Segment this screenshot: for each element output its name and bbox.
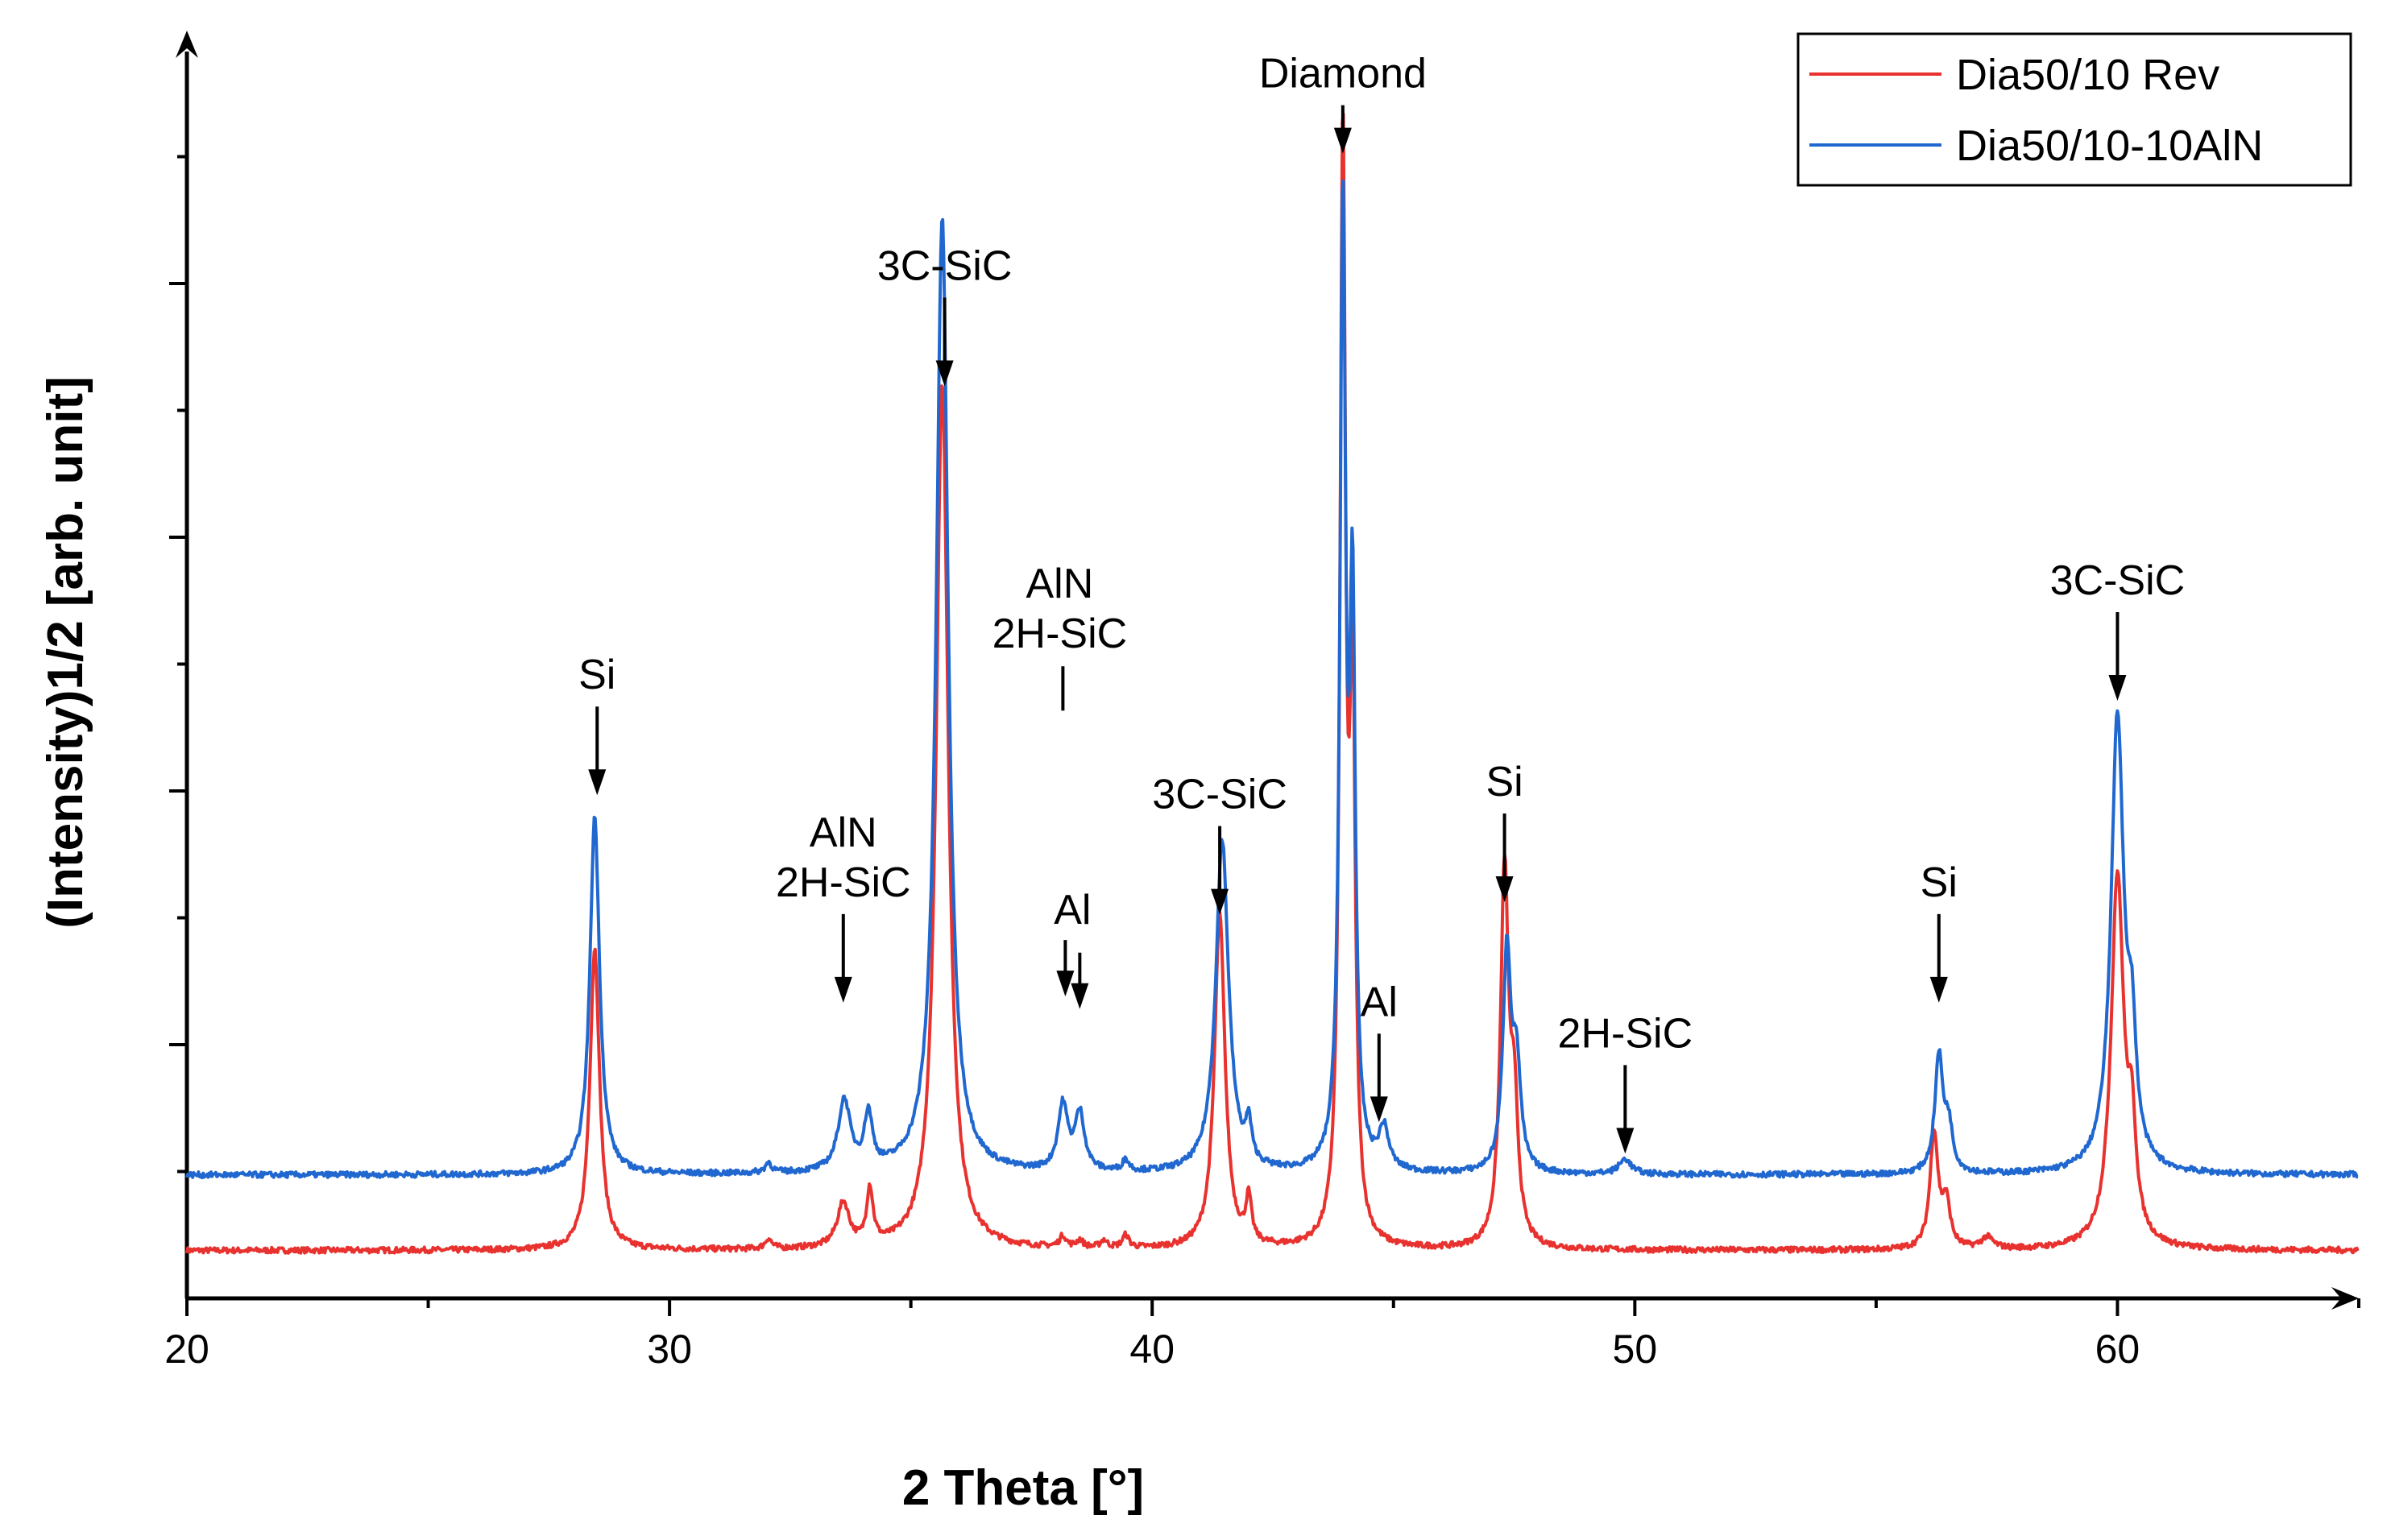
annotation-label: Si xyxy=(578,652,615,698)
y-axis-title: (Intensity)1/2 [arb. unit] xyxy=(38,376,93,928)
annotation-arrowhead xyxy=(1495,876,1514,902)
annotation-layer: SiAlN2H-SiC3C-SiCAlN2H-SiCAl3C-SiCDiamon… xyxy=(578,51,2185,1154)
annotation-label: 3C-SiC xyxy=(2050,557,2186,604)
x-tick-label: 20 xyxy=(164,1327,209,1372)
x-tick-label: 60 xyxy=(2095,1327,2140,1372)
annotation-arrowhead xyxy=(1370,1096,1388,1123)
annotation-label: Diamond xyxy=(1259,51,1427,97)
series-line-0 xyxy=(185,112,2360,1255)
x-tick-label: 40 xyxy=(1129,1327,1175,1372)
annotation-label: 2H-SiC xyxy=(1558,1010,1693,1057)
annotation-label: 2H-SiC xyxy=(992,611,1128,657)
annotation-arrowhead xyxy=(1333,127,1352,154)
x-axis-arrowhead xyxy=(2331,1287,2359,1310)
annotation-arrowhead xyxy=(1056,971,1075,997)
x-axis-title: 2 Theta [°] xyxy=(902,1460,1144,1516)
annotation-label: Si xyxy=(1921,859,1958,906)
legend-label: Dia50/10 Rev xyxy=(1956,51,2219,99)
annotation-arrowhead xyxy=(1071,983,1089,1009)
y-axis-arrowhead xyxy=(176,31,198,58)
annotation-arrowhead xyxy=(1616,1128,1635,1154)
annotation-label: Al xyxy=(1054,887,1091,934)
x-tick-label: 30 xyxy=(647,1327,692,1372)
axes: 20 30 40 50 60 xyxy=(164,31,2360,1372)
annotation-label: 3C-SiC xyxy=(1152,772,1287,818)
legend-label: Dia50/10-10AlN xyxy=(1956,122,2263,170)
series-layer xyxy=(185,112,2360,1255)
legend: Dia50/10 Rev Dia50/10-10AlN xyxy=(1796,32,2352,187)
annotation-arrowhead xyxy=(1929,976,1948,1003)
legend-box xyxy=(1796,32,2352,187)
annotation-label: Al xyxy=(1361,979,1398,1025)
annotation-arrowhead xyxy=(588,769,607,796)
annotation-label: Si xyxy=(1486,759,1523,805)
annotation-label: 3C-SiC xyxy=(877,243,1013,290)
annotation-arrowhead xyxy=(1211,888,1229,915)
annotation-arrowhead xyxy=(834,976,852,1003)
x-tick-label: 50 xyxy=(1613,1327,1658,1372)
annotation-label: AlN xyxy=(1026,561,1093,607)
annotation-label: 2H-SiC xyxy=(776,859,911,906)
annotation-label: AlN xyxy=(810,809,877,856)
annotation-arrowhead xyxy=(935,360,954,387)
series-line-1 xyxy=(185,179,2359,1180)
annotation-arrowhead xyxy=(2108,675,2127,702)
